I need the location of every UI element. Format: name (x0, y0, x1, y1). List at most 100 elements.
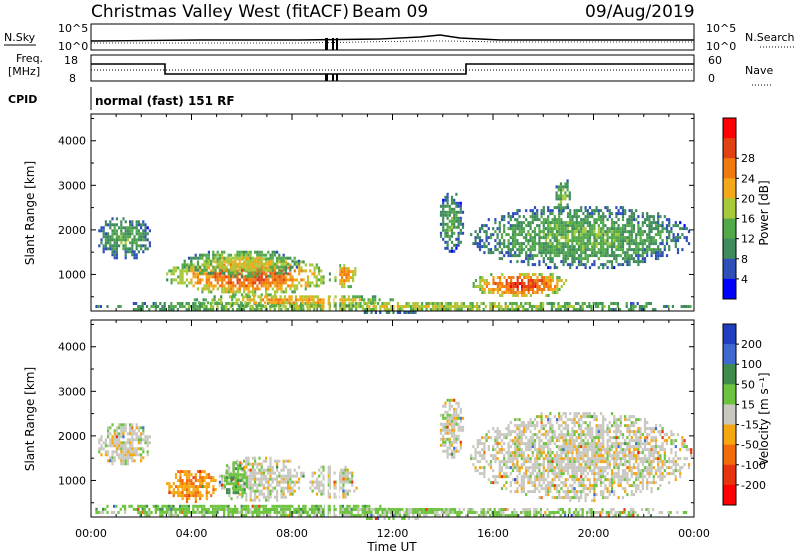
data-cell (293, 305, 296, 308)
data-cell (657, 233, 660, 237)
data-cell (547, 218, 550, 222)
data-cell (558, 469, 561, 473)
data-cell (571, 433, 574, 437)
data-cell (523, 273, 526, 276)
data-cell (521, 288, 524, 291)
data-cell (544, 493, 548, 497)
data-cell (575, 430, 578, 434)
data-cell (549, 424, 552, 428)
data-cell (227, 284, 230, 288)
data-cell (236, 269, 239, 273)
data-cell (569, 442, 572, 446)
data-cell (209, 302, 212, 305)
data-cell (538, 279, 541, 282)
data-cell (195, 298, 199, 302)
data-cell (260, 269, 263, 273)
data-cell (588, 460, 592, 464)
data-cell (621, 239, 625, 243)
data-cell (258, 260, 261, 264)
data-cell (522, 487, 526, 491)
data-cell (317, 269, 321, 273)
data-cell (619, 263, 622, 267)
data-cell (566, 463, 570, 467)
data-cell (577, 230, 581, 234)
data-cell (531, 215, 534, 219)
data-cell (577, 436, 581, 440)
data-cell (613, 254, 616, 258)
data-cell (267, 471, 270, 475)
data-cell (284, 477, 287, 481)
data-cell (531, 433, 534, 437)
data-cell (529, 276, 532, 279)
data-cell (619, 242, 622, 246)
data-cell (556, 285, 559, 288)
data-cell (518, 433, 521, 437)
data-cell (234, 476, 237, 480)
data-cell (455, 219, 458, 223)
data-cell (615, 448, 618, 452)
data-cell (531, 424, 534, 428)
data-cell (569, 245, 572, 249)
data-cell (454, 305, 457, 308)
data-cell (584, 427, 587, 431)
data-cell (161, 305, 164, 308)
data-cell (566, 493, 570, 497)
data-cell (551, 209, 554, 213)
data-cell (562, 460, 565, 464)
data-cell (577, 442, 581, 446)
data-cell (566, 254, 570, 258)
data-cell (584, 415, 587, 419)
data-cell (619, 236, 622, 240)
data-cell (260, 253, 263, 257)
data-cell (442, 213, 445, 217)
data-cell (280, 269, 283, 273)
data-cell (525, 254, 528, 258)
data-cell (522, 236, 526, 240)
data-cell (300, 474, 303, 478)
data-cell (247, 290, 250, 294)
data-cell (273, 477, 276, 481)
data-cell (429, 302, 432, 305)
data-cell (247, 459, 250, 463)
data-cell (207, 290, 211, 294)
data-cell (538, 285, 541, 288)
data-cell (201, 253, 204, 257)
data-cell (489, 248, 493, 252)
data-cell (414, 308, 417, 311)
data-cell (590, 305, 593, 308)
data-cell (638, 308, 641, 311)
data-cell (223, 485, 226, 489)
data-cell (254, 459, 257, 463)
data-cell (276, 250, 279, 254)
data-cell (531, 439, 534, 443)
data-cell (641, 257, 644, 261)
data-cell (575, 308, 578, 311)
scatter-region (183, 250, 301, 278)
data-cell (663, 227, 666, 231)
data-cell (450, 207, 454, 211)
data-cell (566, 233, 570, 237)
data-cell (606, 472, 609, 476)
data-cell (637, 242, 640, 246)
data-cell (192, 308, 195, 311)
data-cell (262, 278, 266, 282)
data-cell (599, 245, 603, 249)
data-cell (588, 457, 592, 461)
data-cell (374, 295, 377, 299)
data-cell (593, 212, 596, 216)
data-cell (113, 238, 116, 242)
data-cell (485, 245, 488, 249)
data-cell (286, 301, 289, 305)
data-cell (355, 305, 358, 308)
data-cell (536, 233, 539, 237)
data-cell (350, 308, 353, 311)
data-cell (559, 206, 563, 210)
data-cell (650, 215, 653, 219)
data-cell (584, 460, 587, 464)
data-cell (329, 477, 332, 481)
data-cell (115, 256, 118, 260)
data-cell (582, 242, 585, 246)
data-cell (509, 218, 512, 222)
data-cell (580, 430, 583, 434)
data-cell (312, 301, 315, 305)
